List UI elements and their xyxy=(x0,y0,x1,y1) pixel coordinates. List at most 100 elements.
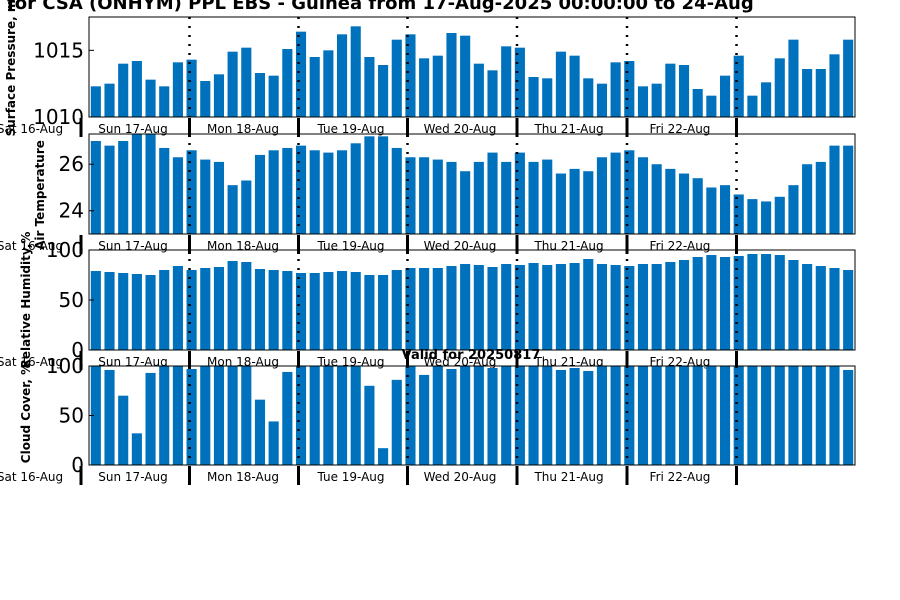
y-tick-label: 100 xyxy=(46,238,84,262)
data-bar xyxy=(473,161,484,234)
data-bar xyxy=(350,143,361,234)
data-bar xyxy=(706,95,717,117)
data-bar xyxy=(706,366,717,465)
data-bar xyxy=(542,159,553,234)
data-bar xyxy=(131,274,142,350)
data-bar xyxy=(295,273,307,350)
figure-title: s for CSA (ONHYM) PPL EBS - Guinea from … xyxy=(0,0,754,14)
data-bar xyxy=(145,275,156,350)
data-bar xyxy=(200,81,211,117)
data-bar xyxy=(829,366,840,465)
data-bar xyxy=(186,368,197,465)
data-bar xyxy=(843,145,854,234)
data-bar xyxy=(692,89,703,117)
data-bar xyxy=(473,63,484,117)
data-bar xyxy=(391,147,402,234)
data-bar xyxy=(460,366,471,465)
day-label: Sun 17-Aug xyxy=(98,239,167,253)
day-label: Sun 17-Aug xyxy=(98,122,167,136)
data-bar xyxy=(378,448,389,465)
data-bar xyxy=(254,73,266,117)
data-bar xyxy=(323,50,334,117)
y-axis-label: Cloud Cover, % xyxy=(19,363,33,463)
day-label: Thu 21-Aug xyxy=(533,470,603,484)
data-bar xyxy=(719,75,731,117)
day-label: Wed 20-Aug xyxy=(424,470,497,484)
data-bar xyxy=(829,145,840,234)
data-bar xyxy=(610,366,621,465)
data-bar xyxy=(747,95,758,117)
data-bar xyxy=(637,366,649,465)
data-bar xyxy=(309,273,320,350)
data-bar xyxy=(90,366,101,465)
data-bar xyxy=(624,366,635,465)
data-bar xyxy=(843,369,854,465)
day-label: Sat 16-Aug xyxy=(0,355,63,369)
data-bar xyxy=(528,366,539,465)
data-bar xyxy=(432,268,443,350)
data-bar xyxy=(747,254,758,350)
data-bar xyxy=(569,263,580,350)
data-bar xyxy=(747,366,758,465)
data-bar xyxy=(419,374,430,465)
data-bar xyxy=(104,83,115,117)
data-bar xyxy=(487,70,498,117)
data-bar xyxy=(145,79,156,117)
data-bar xyxy=(364,275,375,350)
plot-frame xyxy=(88,133,856,235)
y-tick-label: 100 xyxy=(46,354,84,378)
data-bar xyxy=(651,264,662,350)
data-bar xyxy=(487,367,498,465)
data-bar xyxy=(336,271,348,350)
data-bar xyxy=(364,136,375,234)
data-bar xyxy=(131,61,142,117)
data-bar xyxy=(651,164,662,234)
data-bar xyxy=(815,266,826,350)
data-bar xyxy=(391,270,402,350)
data-bar xyxy=(227,185,238,234)
data-bar xyxy=(829,54,840,117)
data-bar xyxy=(487,267,498,350)
data-bar xyxy=(815,69,826,117)
data-bar xyxy=(733,256,744,350)
day-label: Tue 19-Aug xyxy=(316,470,384,484)
data-bar xyxy=(637,264,649,350)
day-label: Mon 18-Aug xyxy=(207,122,279,136)
data-bar xyxy=(843,39,854,117)
data-bar xyxy=(145,134,156,234)
valid-for-label: Valid for 20250817 xyxy=(402,348,541,363)
data-bar xyxy=(678,260,690,350)
data-bar xyxy=(432,55,443,117)
data-bar xyxy=(528,77,539,117)
data-bar xyxy=(309,150,320,234)
data-bar xyxy=(802,164,813,234)
day-label: Thu 21-Aug xyxy=(533,239,603,253)
data-bar xyxy=(637,157,649,234)
data-bar xyxy=(241,180,252,234)
day-label: Fri 22-Aug xyxy=(650,470,711,484)
data-bar xyxy=(665,366,676,465)
data-bar xyxy=(131,134,142,234)
y-tick-label: 26 xyxy=(59,152,84,176)
day-label: Wed 20-Aug xyxy=(424,239,497,253)
data-bar xyxy=(610,62,621,117)
data-bar xyxy=(172,157,183,234)
data-bar xyxy=(596,157,608,234)
data-bar xyxy=(391,379,402,465)
data-bar xyxy=(514,152,525,234)
data-bar xyxy=(241,47,252,117)
day-label: Sun 17-Aug xyxy=(98,355,167,369)
data-bar xyxy=(774,58,785,117)
data-bar xyxy=(514,47,525,117)
data-bar xyxy=(432,159,443,234)
data-bar xyxy=(665,168,676,234)
data-bar xyxy=(90,271,101,350)
data-bar xyxy=(514,265,525,350)
data-bar xyxy=(460,264,471,350)
data-bar xyxy=(159,366,170,465)
data-bar xyxy=(405,34,416,117)
day-label: Sat 16-Aug xyxy=(0,122,63,136)
data-bar xyxy=(610,265,621,350)
